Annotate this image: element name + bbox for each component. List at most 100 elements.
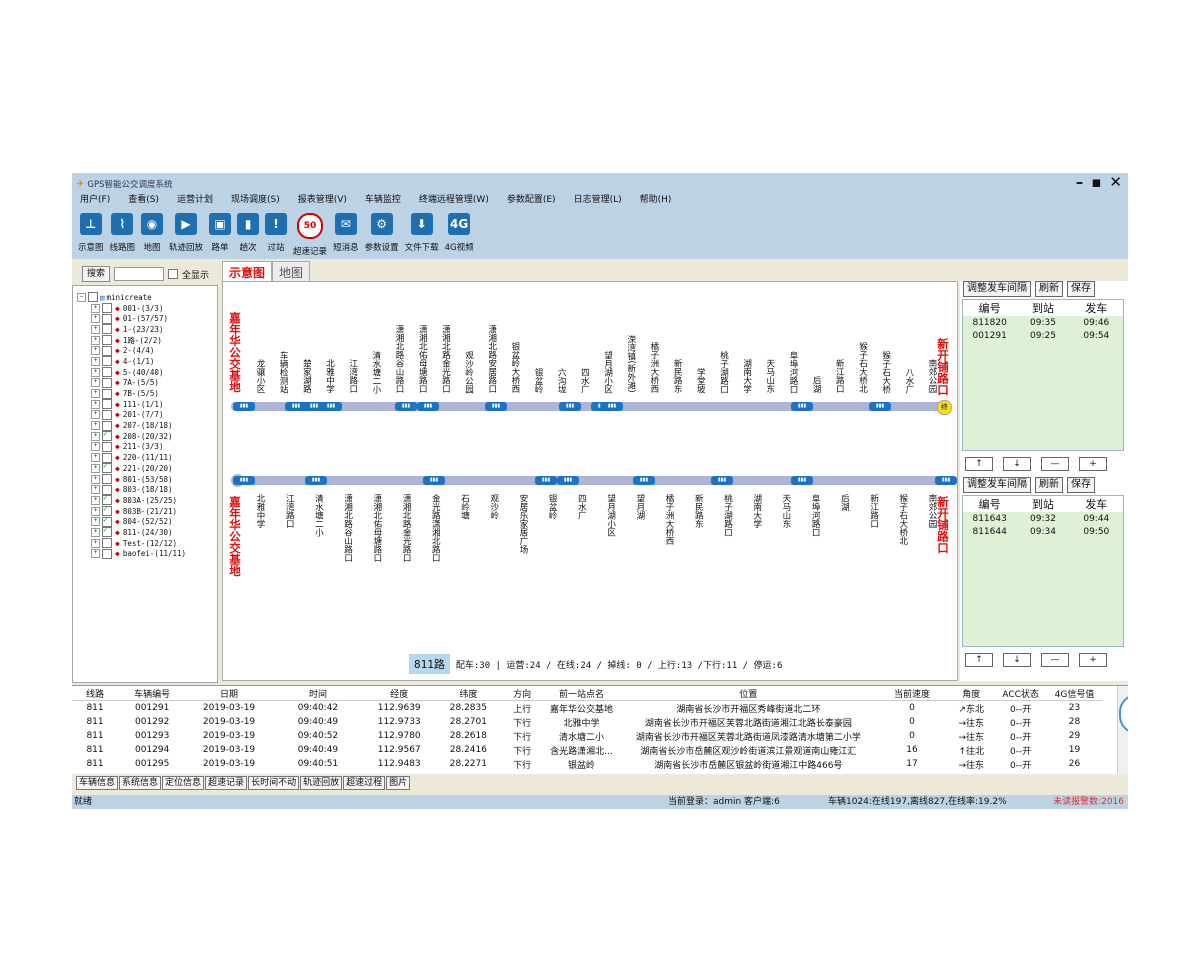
bottom-tab[interactable]: 图片 bbox=[386, 776, 411, 790]
expand-icon[interactable]: + bbox=[91, 463, 100, 473]
tree-route-item[interactable]: + ◆ 220-(11/11) bbox=[77, 452, 217, 463]
tree-route-item[interactable]: + ◆803B-(21/21) bbox=[77, 504, 217, 517]
bus-icon[interactable]: ▮▮▮ bbox=[305, 476, 327, 485]
bottom-tab[interactable]: 系统信息 bbox=[119, 776, 162, 790]
menu-item[interactable]: 查看(S) bbox=[128, 195, 159, 205]
tree-checkbox[interactable] bbox=[102, 441, 112, 452]
bus-icon[interactable]: ▮▮▮ bbox=[320, 402, 342, 411]
station-down[interactable]: 猴子石大桥北 bbox=[897, 494, 908, 545]
tree-route-item[interactable]: + ◆ 207-(18/18) bbox=[77, 420, 217, 431]
tab-map[interactable]: 地图 bbox=[272, 261, 311, 284]
close-icon[interactable]: ✕ bbox=[1109, 173, 1122, 191]
expand-icon[interactable]: + bbox=[91, 453, 100, 463]
station-up[interactable]: 观沙岭公园 bbox=[463, 350, 474, 394]
station-up[interactable]: 北雅中学 bbox=[324, 359, 335, 393]
menu-item[interactable]: 日志管理(L) bbox=[573, 195, 622, 205]
station-down[interactable]: 清水塘二小 bbox=[313, 494, 324, 537]
schedule-row[interactable]: 811643 09:32 09:44 bbox=[963, 512, 1123, 525]
station-up[interactable]: 六沟垅 bbox=[556, 367, 567, 394]
tree-checkbox[interactable] bbox=[102, 313, 112, 324]
station-down[interactable]: 橘子洲大桥西 bbox=[664, 494, 675, 545]
toolbar-button[interactable]: ✉ 短消息 bbox=[333, 213, 359, 253]
tree-route-item[interactable]: + ◆ 001-(3/3) bbox=[77, 303, 217, 314]
station-up[interactable]: 潇湘北路安居路口 bbox=[486, 325, 497, 393]
bus-icon[interactable]: ▮▮▮ bbox=[285, 402, 307, 411]
station-down[interactable]: 金光路潇湘北路口 bbox=[430, 494, 441, 562]
tree-route-item[interactable]: + ◆ 4-(1/1) bbox=[77, 356, 217, 367]
show-all-checkbox[interactable] bbox=[168, 269, 179, 279]
column-header[interactable]: 角度 bbox=[948, 686, 995, 701]
menu-item[interactable]: 报表管理(V) bbox=[297, 195, 347, 205]
station-down[interactable]: 潇湘北路谷山路口 bbox=[342, 494, 353, 562]
expand-icon[interactable]: + bbox=[91, 549, 100, 559]
schedule-row[interactable]: 811644 09:34 09:50 bbox=[963, 525, 1123, 538]
bus-icon[interactable]: ▮▮▮ bbox=[535, 476, 557, 485]
station-down[interactable]: 潇湘北路金光路口 bbox=[401, 494, 412, 562]
table-row[interactable]: 811 001295 2019-03-19 09:40:51 112.9483 28.22… bbox=[72, 757, 1102, 771]
expand-icon[interactable]: + bbox=[91, 399, 100, 409]
toolbar-button[interactable]: ▣ 路单 bbox=[209, 213, 232, 253]
tree-checkbox[interactable] bbox=[88, 292, 98, 303]
tree-route-item[interactable]: + ◆811-(24/30) bbox=[77, 525, 217, 538]
tree-route-item[interactable]: + ◆ 1路-(2/2) bbox=[77, 335, 217, 346]
arrow-button[interactable]: — bbox=[1041, 653, 1069, 667]
bus-icon[interactable]: ▮▮▮ bbox=[559, 402, 581, 411]
station-down[interactable]: 银盆岭 bbox=[547, 494, 558, 520]
toolbar-button[interactable]: ▮ 趟次 bbox=[237, 213, 260, 253]
station-down[interactable]: 潇湘北佑母塘路口 bbox=[371, 494, 382, 562]
search-button[interactable]: 搜索 bbox=[82, 266, 111, 282]
bus-icon[interactable]: ▮▮▮ bbox=[711, 476, 733, 485]
tree-route-item[interactable]: + ◆ 803-(18/18) bbox=[77, 484, 217, 495]
table-row[interactable]: 811 001292 2019-03-19 09:40:49 112.9733 28.27… bbox=[72, 715, 1102, 729]
tree-checkbox[interactable] bbox=[102, 388, 112, 399]
expand-icon[interactable]: + bbox=[91, 314, 100, 324]
tree-checkbox[interactable] bbox=[102, 324, 112, 335]
arrow-button[interactable]: — bbox=[1041, 457, 1069, 471]
station-down[interactable]: 新民路东 bbox=[693, 494, 704, 528]
station-up[interactable]: 银盆岭 bbox=[533, 367, 544, 394]
expand-icon[interactable]: + bbox=[91, 324, 100, 334]
bus-icon[interactable]: ▮▮▮ bbox=[869, 402, 891, 411]
tree-route-item[interactable]: + ◆ 7B-(5/5) bbox=[77, 388, 217, 399]
bus-icon[interactable]: ▮▮▮ bbox=[557, 476, 579, 485]
schedule-action-button[interactable]: 保存 bbox=[1067, 281, 1095, 297]
menu-item[interactable]: 用户(F) bbox=[80, 195, 111, 205]
toolbar-button[interactable]: ! 过站 bbox=[265, 213, 288, 253]
station-up[interactable]: 新江路口 bbox=[834, 359, 845, 393]
station-down[interactable]: 天马山东 bbox=[780, 494, 791, 528]
bus-icon[interactable]: ▮▮▮ bbox=[303, 402, 325, 411]
tree-route-item[interactable]: + ◆ 211-(3/3) bbox=[77, 441, 217, 453]
bottom-tab[interactable]: 长时间不动 bbox=[248, 776, 300, 790]
toolbar-button[interactable]: ⌇ 线路图 bbox=[110, 213, 135, 253]
tree-checkbox[interactable] bbox=[102, 429, 112, 442]
tree-route-item[interactable]: + ◆ 1-(23/23) bbox=[77, 324, 217, 335]
tree-checkbox[interactable] bbox=[102, 474, 112, 485]
expand-icon[interactable]: + bbox=[91, 389, 100, 399]
expand-icon[interactable]: + bbox=[91, 538, 100, 548]
bus-icon[interactable]: ▮▮▮ bbox=[423, 476, 445, 485]
station-up[interactable]: 楚家湖路 bbox=[301, 359, 312, 393]
tree-route-item[interactable]: + ◆ 2-(4/4) bbox=[77, 345, 217, 356]
tree-route-item[interactable]: + ◆208-(20/32) bbox=[77, 429, 217, 442]
bus-icon[interactable]: ▮▮▮ bbox=[935, 476, 957, 485]
column-header[interactable]: 前一站点名 bbox=[541, 686, 621, 701]
station-up[interactable]: 南郊公园 bbox=[927, 359, 937, 393]
tree-checkbox[interactable] bbox=[102, 303, 112, 314]
tree-checkbox[interactable] bbox=[102, 399, 112, 410]
bus-icon[interactable]: ▮▮▮ bbox=[601, 402, 623, 411]
expand-icon[interactable]: + bbox=[91, 474, 100, 484]
bottom-tab[interactable]: 轨迹回放 bbox=[300, 776, 343, 790]
arrow-button[interactable]: ↑ bbox=[965, 653, 993, 667]
toolbar-button[interactable]: ▶ 轨迹回放 bbox=[169, 213, 203, 253]
column-header[interactable]: 日期 bbox=[186, 686, 272, 701]
station-up[interactable]: 湖南大学 bbox=[741, 359, 752, 393]
tree-checkbox[interactable] bbox=[102, 525, 112, 538]
expand-icon[interactable]: + bbox=[91, 506, 100, 516]
expand-icon[interactable]: + bbox=[91, 410, 100, 420]
bus-icon[interactable]: ▮▮▮ bbox=[417, 402, 439, 411]
tree-route-item[interactable]: + ◆ 801-(53/58) bbox=[77, 474, 217, 485]
bus-icon[interactable]: ▮▮▮ bbox=[485, 402, 507, 411]
tree-route-item[interactable]: + ◆ 01-(57/57) bbox=[77, 313, 217, 324]
arrow-button[interactable]: + bbox=[1079, 653, 1107, 667]
arrow-button[interactable]: + bbox=[1079, 457, 1107, 471]
